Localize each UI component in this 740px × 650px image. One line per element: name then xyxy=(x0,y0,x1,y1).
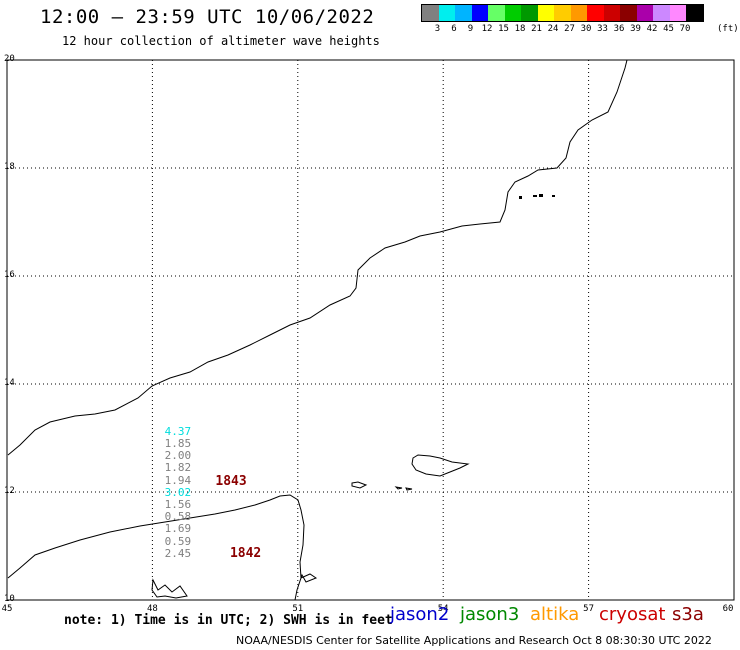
satellite-name-cryosat: cryosat xyxy=(599,604,666,625)
coastline-socotra xyxy=(411,454,470,477)
legend-color-bar xyxy=(421,4,704,22)
legend-label: 18 xyxy=(514,24,526,34)
kuria-muria-islands xyxy=(519,194,555,199)
legend-label: 27 xyxy=(564,24,575,34)
latitude-tick-label: 10 xyxy=(4,594,15,604)
wave-height-value: 3.02 xyxy=(164,486,192,500)
wave-height-value: 1.94 xyxy=(164,473,192,487)
footer-credit: NOAA/NESDIS Center for Satellite Applica… xyxy=(236,634,712,647)
map-title: 12:00 – 23:59 UTC 10/06/2022 xyxy=(40,6,375,28)
wave-height-value: 2.45 xyxy=(164,546,192,560)
track-time-label: 1843 xyxy=(215,474,247,490)
legend-unit: (ft) xyxy=(717,24,739,34)
latitude-tick-label: 20 xyxy=(4,54,15,64)
legend-label: 45 xyxy=(663,24,674,34)
legend-label: 33 xyxy=(597,24,608,34)
legend-swatch xyxy=(455,5,472,21)
wave-height-value: 1.56 xyxy=(164,497,192,511)
wave-height-value: 0.59 xyxy=(164,534,192,548)
legend-label: 12 xyxy=(481,24,493,34)
legend-swatch xyxy=(488,5,505,21)
coastline-somalia xyxy=(7,494,318,601)
coastline-arabia xyxy=(7,59,628,456)
wave-height-legend: (ft) 3 6 9 12 15 18 21 24 27 30 33 36 39 42 45 70 xyxy=(421,4,739,34)
satellite-name-s3a: s3a xyxy=(672,604,704,625)
wave-height-value: 0.58 xyxy=(164,510,192,524)
wave-height-value: 1.85 xyxy=(164,436,192,450)
legend-swatch xyxy=(603,5,620,21)
legend-label: 36 xyxy=(613,24,625,34)
legend-swatch xyxy=(587,5,604,21)
legend-swatch xyxy=(653,5,670,21)
map-subtitle: 12 hour collection of altimeter wave hei… xyxy=(62,34,380,48)
legend-swatch xyxy=(620,5,637,21)
legend-label: 3 xyxy=(434,24,441,34)
legend-swatch xyxy=(636,5,653,21)
wave-height-value: 1.82 xyxy=(164,461,192,475)
wave-height-value: 4.37 xyxy=(164,424,192,438)
legend-label: 6 xyxy=(451,24,457,34)
map-frame xyxy=(6,59,735,601)
island-abd-al-kuri xyxy=(351,481,368,489)
legend-label: 24 xyxy=(547,24,559,34)
legend-label: 39 xyxy=(630,24,641,34)
legend-label: 42 xyxy=(646,24,658,34)
legend-label: 70 xyxy=(679,24,691,34)
legend-swatch xyxy=(537,5,554,21)
legend-swatch xyxy=(686,5,703,21)
coastline-djibouti-gulf xyxy=(151,578,188,599)
legend-swatch xyxy=(422,5,439,21)
latitude-tick-label: 12 xyxy=(4,486,15,496)
satellite-name-altika: altika xyxy=(530,604,580,625)
wave-height-value: 1.69 xyxy=(164,522,192,536)
satellite-name-jason2: jason2 xyxy=(390,604,450,625)
longitude-tick-label: 51 xyxy=(292,604,304,614)
legend-swatch xyxy=(471,5,488,21)
legend-label: 30 xyxy=(580,24,592,34)
footer-note: note: 1) Time is in UTC; 2) SWH is in fe… xyxy=(64,613,393,628)
latitude-tick-label: 18 xyxy=(4,162,15,172)
legend-labels: (ft) 3 6 9 12 15 18 21 24 27 30 33 36 39 42 45 70 xyxy=(421,22,739,34)
longitude-tick-label: 48 xyxy=(146,604,158,614)
island-darsah xyxy=(405,487,413,491)
longitude-tick-label: 60 xyxy=(722,604,734,614)
longitude-tick-label: 45 xyxy=(1,604,13,614)
island-samhah xyxy=(394,486,403,490)
track-time-label: 1842 xyxy=(229,545,262,561)
satellite-name-jason3: jason3 xyxy=(460,604,520,625)
legend-swatch xyxy=(669,5,686,21)
wave-height-value: 2.00 xyxy=(164,449,192,463)
legend-label: 15 xyxy=(498,24,509,34)
coastlines xyxy=(7,59,628,601)
latitude-tick-label: 16 xyxy=(4,270,15,280)
lat-lon-grid xyxy=(6,59,735,601)
legend-label: 21 xyxy=(531,24,542,34)
longitude-tick-label: 57 xyxy=(583,604,595,614)
legend-swatch xyxy=(438,5,455,21)
legend-label: 9 xyxy=(467,24,474,34)
legend-swatch xyxy=(504,5,521,21)
legend-swatch xyxy=(521,5,538,21)
latitude-tick-label: 14 xyxy=(4,378,15,388)
longitude-tick-label: 54 xyxy=(437,604,449,614)
legend-swatch xyxy=(554,5,571,21)
legend-swatch xyxy=(570,5,587,21)
